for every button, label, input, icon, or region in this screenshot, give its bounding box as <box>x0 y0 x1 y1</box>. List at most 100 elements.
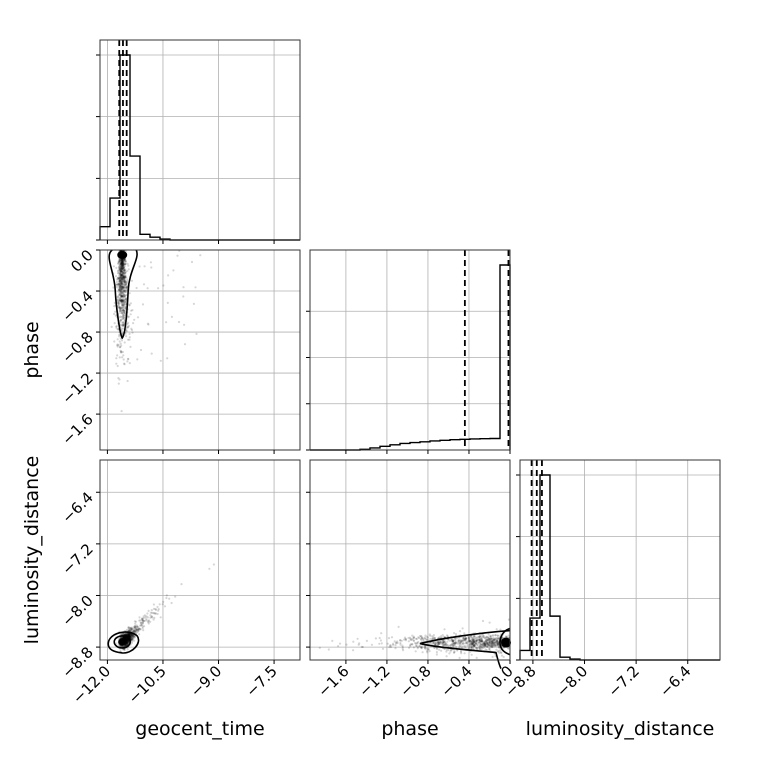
scatter-point <box>486 645 489 649</box>
scatter-point <box>473 639 476 643</box>
scatter-point <box>464 638 467 641</box>
scatter-point <box>475 639 478 642</box>
scatter-point <box>463 638 466 641</box>
scatter-point <box>121 645 124 648</box>
scatter-point <box>419 637 422 641</box>
scatter-point <box>473 644 476 647</box>
scatter-point <box>468 639 471 642</box>
scatter-point <box>435 641 438 644</box>
scatter-point <box>117 270 120 273</box>
scatter-point <box>337 645 340 648</box>
scatter-point <box>136 631 139 634</box>
scatter-point <box>120 277 123 280</box>
scatter-point <box>462 642 465 645</box>
scatter-point <box>130 627 133 631</box>
scatter-point <box>117 260 120 263</box>
scatter-point <box>120 280 124 283</box>
scatter-point <box>491 641 495 644</box>
scatter-point <box>476 636 479 639</box>
scatter-point <box>121 303 124 306</box>
scatter-point <box>463 644 466 647</box>
scatter-point <box>452 644 455 648</box>
scatter-point <box>157 609 160 612</box>
scatter-point <box>471 638 474 641</box>
scatter-point <box>453 638 456 641</box>
scatter-point <box>472 645 475 648</box>
scatter-point <box>118 279 121 282</box>
scatter-point <box>117 262 120 265</box>
scatter-point <box>120 282 124 285</box>
scatter-point <box>445 655 448 658</box>
scatter-point <box>141 618 144 621</box>
scatter-point <box>123 258 126 262</box>
scatter-point <box>490 642 493 645</box>
scatter-point <box>123 280 126 283</box>
scatter-point <box>392 643 395 647</box>
scatter-point <box>496 636 500 640</box>
scatter-point <box>492 638 495 641</box>
scatter-point <box>141 625 144 628</box>
scatter-point <box>441 643 445 646</box>
y-tick-label-phase-2: −0.8 <box>58 328 96 366</box>
scatter-point <box>122 323 125 326</box>
scatter-point <box>121 280 124 283</box>
scatter-point <box>434 643 437 646</box>
scatter-point <box>130 634 133 637</box>
scatter-point <box>488 647 491 651</box>
scatter-point <box>475 640 478 643</box>
scatter-point <box>124 633 127 636</box>
scatter-point <box>450 643 453 646</box>
scatter-point <box>127 633 130 636</box>
scatter-point <box>118 306 121 309</box>
scatter-point <box>356 637 359 640</box>
scatter-point <box>121 264 125 268</box>
scatter-point <box>437 641 440 644</box>
scatter-point <box>454 633 458 636</box>
scatter-point <box>126 323 129 326</box>
scatter-point <box>462 637 465 641</box>
x-tick-label-luminosity_distance-2: −7.2 <box>604 662 642 700</box>
scatter-point <box>120 294 124 297</box>
scatter-point <box>454 639 457 642</box>
scatter-point <box>448 644 451 647</box>
scatter-point <box>118 275 121 278</box>
scatter-point <box>122 633 125 636</box>
scatter-point <box>432 637 435 640</box>
scatter-point <box>470 640 474 643</box>
scatter-point <box>473 643 476 647</box>
scatter-point <box>123 644 126 647</box>
scatter-point <box>496 634 499 637</box>
scatter-point <box>444 642 447 646</box>
scatter-point <box>481 642 484 646</box>
scatter-point <box>136 316 140 319</box>
scatter-point <box>121 276 124 279</box>
scatter-point <box>119 319 122 322</box>
scatter-point <box>458 656 461 660</box>
scatter-point <box>121 273 124 276</box>
scatter-point <box>141 618 144 622</box>
scatter-point <box>425 639 428 642</box>
scatter-point <box>165 321 168 324</box>
scatter-point <box>493 644 496 647</box>
scatter-point <box>126 639 129 642</box>
scatter-point <box>453 651 456 654</box>
scatter-point <box>477 641 480 644</box>
scatter-point <box>489 634 492 638</box>
scatter-point <box>122 275 125 278</box>
scatter-point <box>467 637 470 640</box>
scatter-point <box>128 635 131 638</box>
scatter-point <box>459 640 462 643</box>
scatter-point <box>117 302 120 305</box>
scatter-point <box>352 640 355 643</box>
scatter-point <box>453 641 456 645</box>
scatter-point <box>486 643 490 647</box>
scatter-point <box>134 631 137 634</box>
scatter-point <box>122 321 125 324</box>
scatter-point <box>126 640 130 643</box>
scatter-point <box>436 641 439 644</box>
scatter-point <box>471 643 474 647</box>
scatter-point <box>467 637 470 641</box>
scatter-point <box>486 638 489 642</box>
scatter-point <box>124 284 127 287</box>
scatter-point <box>119 296 122 299</box>
